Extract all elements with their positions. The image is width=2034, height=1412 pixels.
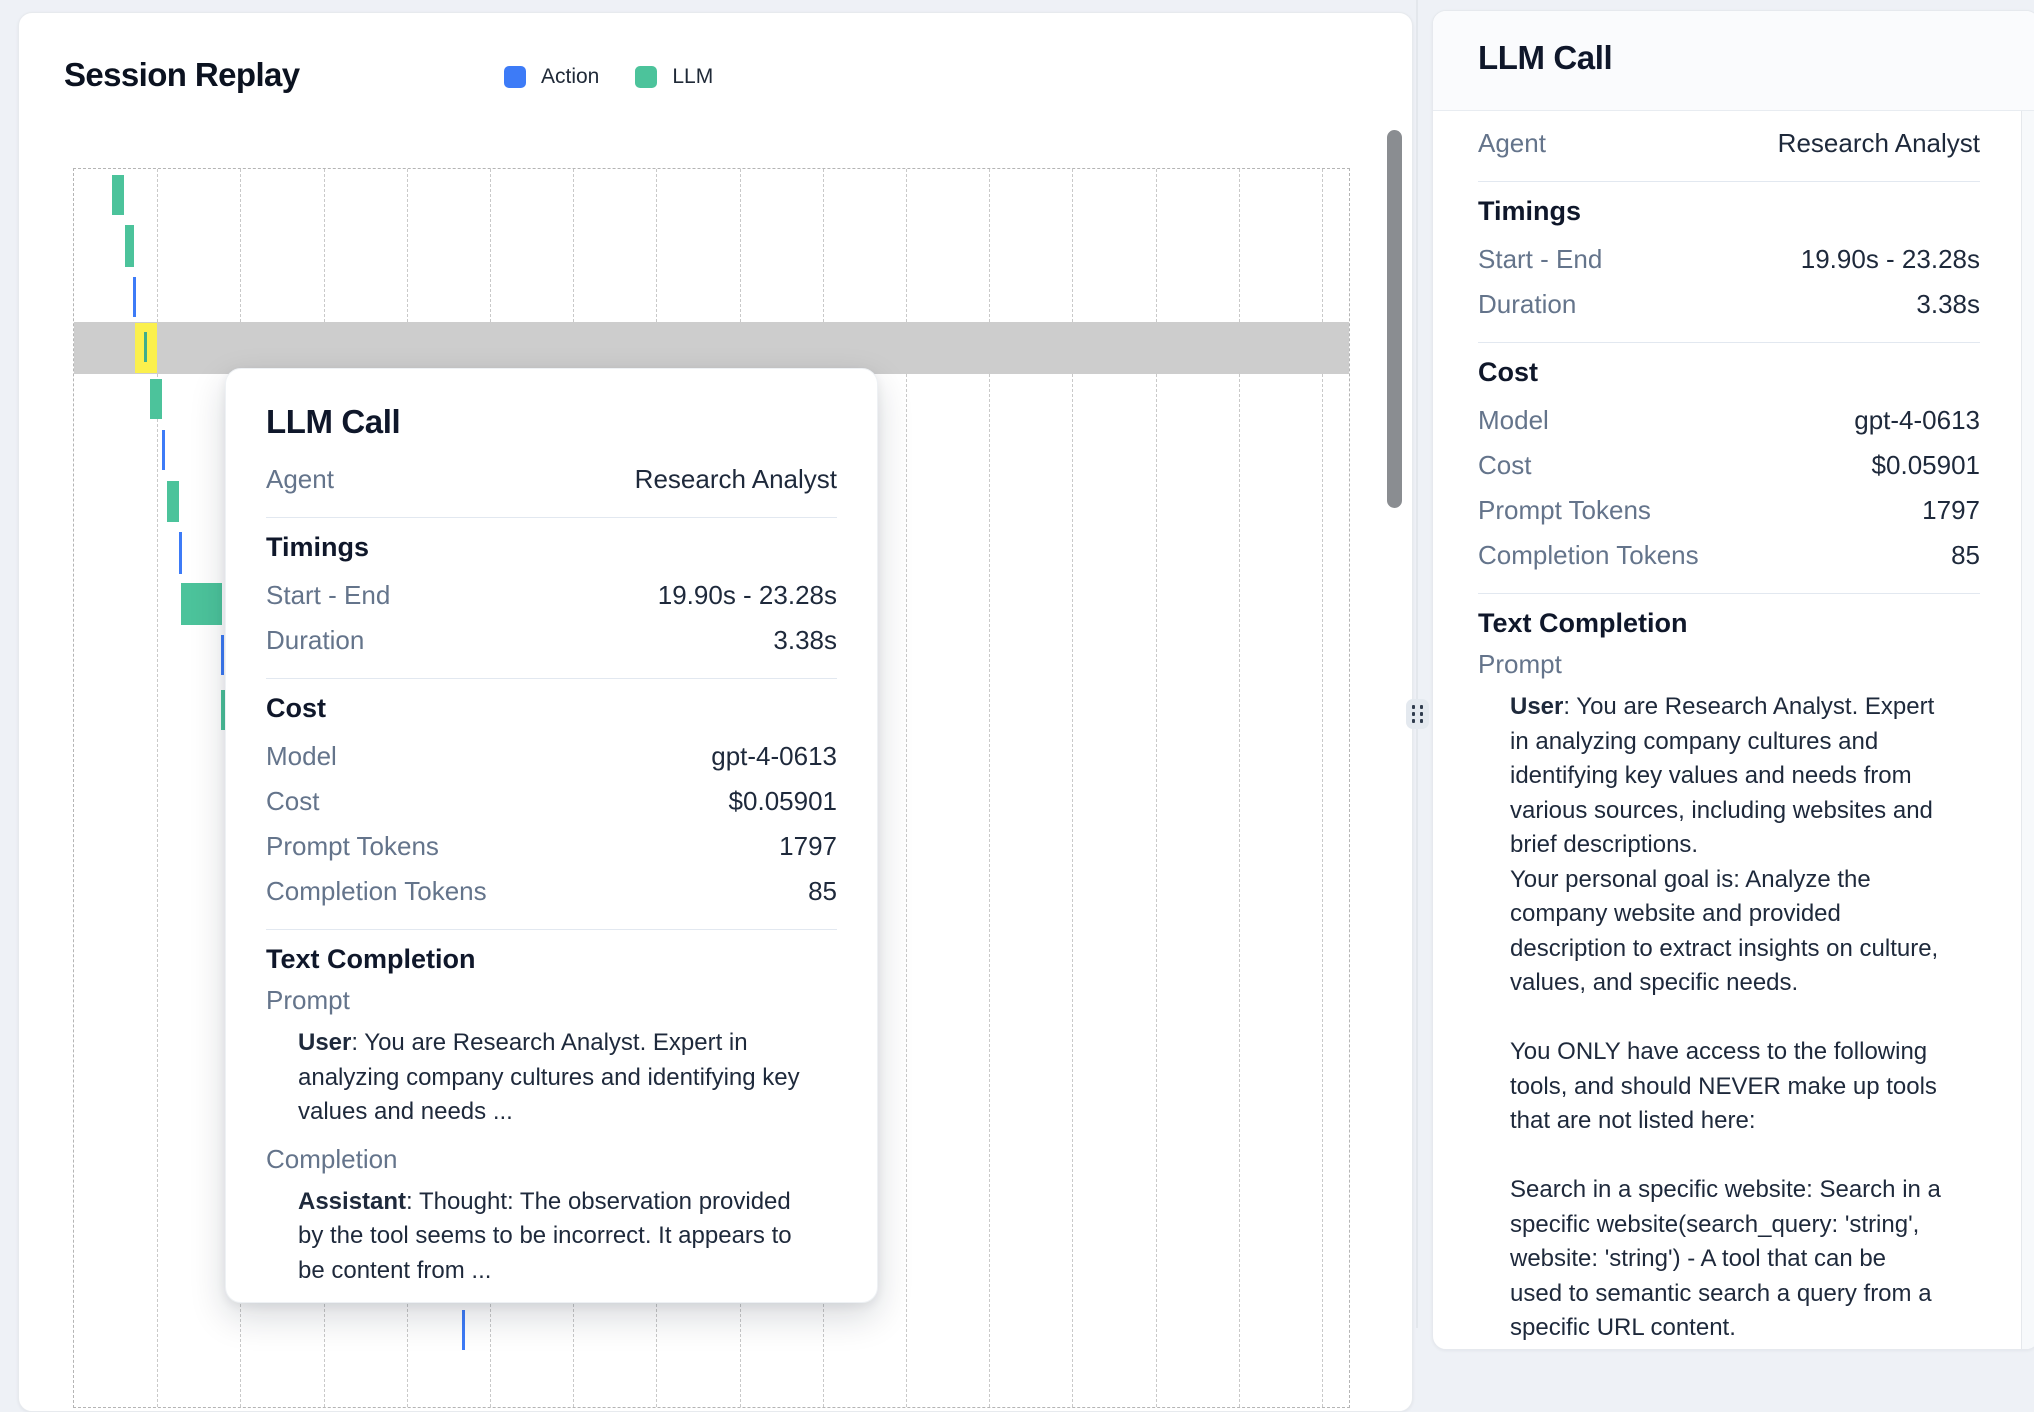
selected-bar-event-mark: [144, 332, 147, 362]
divider: [266, 929, 837, 930]
timeline-bar-action[interactable]: [221, 635, 224, 675]
legend-label-action: Action: [541, 65, 600, 88]
duration-row: Duration 3.38s: [1478, 289, 1980, 319]
timeline-bar-llm[interactable]: [167, 481, 179, 522]
prompt-tokens-row: Prompt Tokens 1797: [266, 831, 837, 861]
panel-body: Agent Research Analyst Timings Start - E…: [1433, 111, 2034, 1346]
agent-row: Agent Research Analyst: [266, 457, 837, 502]
timeline-bar-llm[interactable]: [150, 379, 162, 419]
agent-value: Research Analyst: [634, 464, 837, 494]
cost-row: Cost $0.05901: [266, 786, 837, 816]
timeline-bar-llm[interactable]: [112, 175, 124, 215]
start-end-row: Start - End 19.90s - 23.28s: [1478, 244, 1980, 274]
chart-gridline: [989, 169, 991, 1407]
divider: [1478, 181, 1980, 182]
grip-icon: [1411, 705, 1424, 723]
prompt-full-text: User: You are Research Analyst. Expert i…: [1510, 693, 1941, 1341]
panel-title: LLM Call: [1478, 39, 1613, 76]
timeline-bar-action[interactable]: [162, 430, 165, 470]
chart-gridline: [906, 169, 907, 1407]
agent-row: Agent Research Analyst: [1478, 128, 1980, 158]
prompt-tokens-row: Prompt Tokens 1797: [1478, 495, 1980, 525]
duration-row: Duration 3.38s: [266, 625, 837, 655]
llm-call-detail-panel: LLM Call Agent Research Analyst Timings …: [1432, 10, 2034, 1350]
cost-header: Cost: [266, 693, 326, 723]
panel-scrollbar-track[interactable]: [2021, 111, 2034, 1349]
timeline-bar-action[interactable]: [133, 277, 136, 317]
divider: [1478, 593, 1980, 594]
pane-resize-handle[interactable]: [1406, 699, 1429, 729]
tooltip-title: LLM Call: [266, 403, 401, 440]
chart-gridline: [157, 169, 159, 1407]
completion-tokens-row: Completion Tokens 85: [266, 876, 837, 906]
legend-item-action: Action: [504, 65, 599, 89]
completion-tokens-row: Completion Tokens 85: [1478, 540, 1980, 570]
selected-row-band: [74, 322, 1349, 374]
timeline-bar-action[interactable]: [179, 532, 182, 574]
divider: [1478, 342, 1980, 343]
timeline-bar-llm[interactable]: [125, 225, 134, 267]
page-title: Session Replay: [64, 56, 300, 93]
prompt-label: Prompt: [1478, 649, 1562, 679]
action-color-swatch: [504, 66, 526, 88]
completion-label: Completion: [266, 1143, 398, 1174]
chart-gridline: [1322, 169, 1323, 1407]
divider: [266, 678, 837, 679]
timeline-bar-action[interactable]: [462, 1310, 465, 1350]
chart-gridline: [1155, 169, 1157, 1407]
timings-header: Timings: [266, 532, 370, 562]
text-completion-header: Text Completion: [266, 944, 476, 974]
pane-divider: [1416, 0, 1418, 1328]
chart-gridline: [1238, 169, 1240, 1407]
model-row: Model gpt-4-0613: [1478, 405, 1980, 435]
timeline-bar-llm[interactable]: [181, 583, 222, 625]
vertical-scrollbar-thumb[interactable]: [1387, 130, 1402, 508]
model-row: Model gpt-4-0613: [266, 741, 837, 771]
legend-item-llm: LLM: [635, 65, 713, 89]
timings-header: Timings: [1478, 196, 1582, 226]
llm-color-swatch: [635, 66, 658, 88]
chart-legend: Action LLM: [504, 65, 713, 89]
legend-label-llm: LLM: [672, 65, 714, 88]
text-completion-header: Text Completion: [1478, 608, 1688, 638]
prompt-preview-text: User: You are Research Analyst. Expert i…: [298, 1029, 800, 1125]
cost-row: Cost $0.05901: [1478, 450, 1980, 480]
agent-label: Agent: [266, 464, 334, 494]
panel-header: LLM Call: [1433, 11, 2034, 111]
chart-gridline: [1072, 169, 1074, 1407]
divider: [266, 517, 837, 518]
cost-header: Cost: [1478, 357, 1538, 387]
prompt-label: Prompt: [266, 985, 350, 1015]
start-end-row: Start - End 19.90s - 23.28s: [266, 580, 837, 610]
llm-call-tooltip: LLM Call Agent Research Analyst Timings …: [225, 368, 878, 1303]
completion-preview-text: Assistant: Thought: The observation prov…: [298, 1187, 792, 1284]
timeline-bar-selected-llm-call[interactable]: [135, 323, 157, 373]
